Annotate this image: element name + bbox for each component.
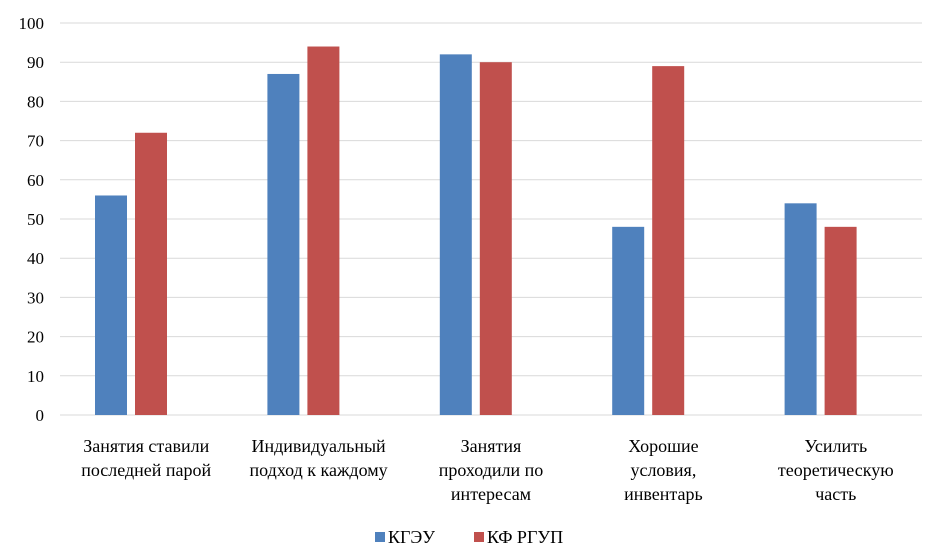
legend-label: КГЭУ xyxy=(388,527,435,547)
bar-series2-cat2 xyxy=(307,46,340,416)
bar-series2-cat3 xyxy=(479,62,512,415)
y-tick-label: 80 xyxy=(27,92,44,111)
y-tick-label: 40 xyxy=(27,249,44,268)
bar-series1-cat4 xyxy=(612,226,645,415)
legend-label: КФ РГУП xyxy=(487,527,563,547)
y-tick-label: 20 xyxy=(27,328,44,347)
y-tick-label: 90 xyxy=(27,53,44,72)
x-category-label: Хорошие условия, инвентарь xyxy=(624,436,703,504)
x-category-label: Занятия ставили последней парой xyxy=(81,436,211,480)
bar-series1-cat3 xyxy=(439,54,472,416)
legend: КГЭУ КФ РГУП xyxy=(375,527,563,547)
y-tick-label: 30 xyxy=(27,288,44,307)
y-tick-label: 60 xyxy=(27,171,44,190)
y-tick-label: 50 xyxy=(27,210,44,229)
legend-swatch xyxy=(375,532,385,542)
bar-series1-cat1 xyxy=(95,195,127,415)
y-tick-label: 10 xyxy=(27,367,44,386)
bars xyxy=(95,46,857,416)
bar-series2-cat1 xyxy=(135,132,167,415)
bar-series1-cat2 xyxy=(267,73,300,416)
bar-series2-cat5 xyxy=(824,226,857,415)
x-category-label: Индивидуальный подход к каждому xyxy=(250,436,388,480)
x-axis-category-labels: Занятия ставили последней парой Индивидуал… xyxy=(81,436,893,504)
x-category-label: Усилить теоретическую часть xyxy=(778,436,894,504)
bar-series1-cat5 xyxy=(784,203,817,415)
y-tick-label: 0 xyxy=(36,406,45,425)
legend-swatch xyxy=(474,532,484,542)
y-axis-tick-labels: 0 10 20 30 40 50 60 70 80 90 100 xyxy=(19,14,45,425)
y-tick-label: 70 xyxy=(27,132,44,151)
x-category-label: Занятия проходили по интересам xyxy=(439,436,544,504)
bar-series2-cat4 xyxy=(652,66,685,416)
y-tick-label: 100 xyxy=(19,14,45,33)
